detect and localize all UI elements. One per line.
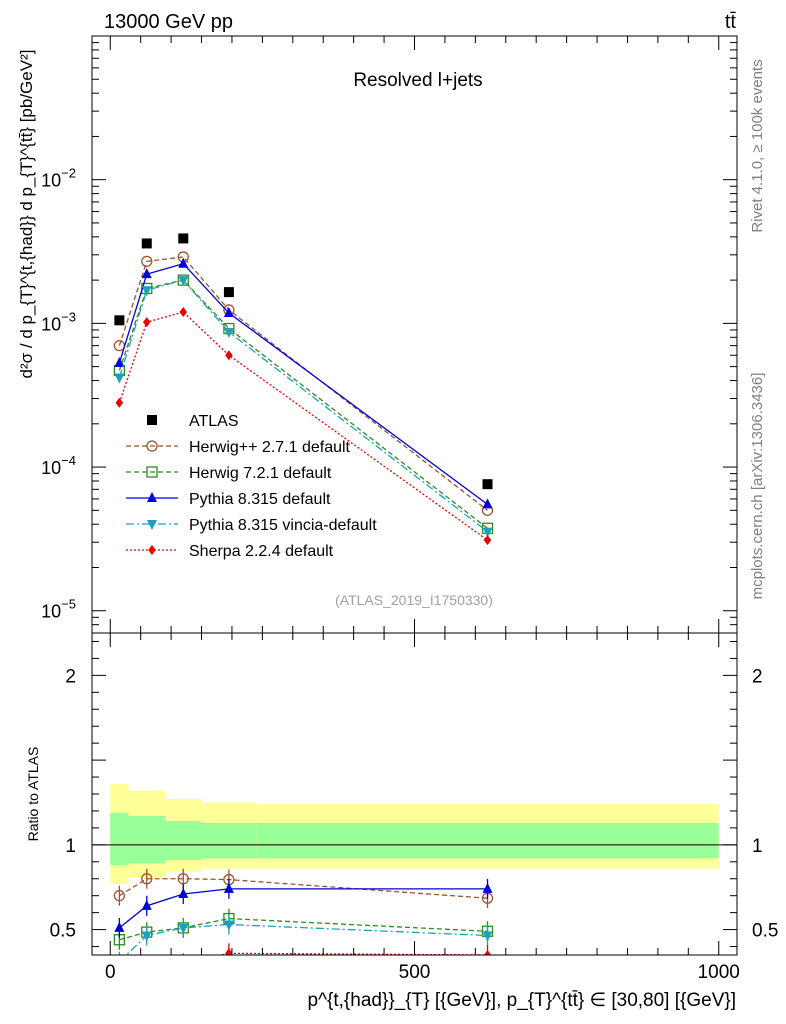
legend-marker-herwig7 xyxy=(146,466,158,478)
legend: ATLAS Herwig++ 2.7.1 default Herwig 7.2.1 … xyxy=(126,413,377,560)
ratio-point-pythia-2 xyxy=(178,887,189,898)
ratio-point-vincia-3 xyxy=(223,920,234,931)
main-point-vincia-2 xyxy=(178,276,189,287)
main-ytick-label-2: 10−3 xyxy=(41,309,76,334)
x-axis-title: p^{t,{had}}_{T} [{GeV}], p_{T}^{tt̄} ∈ [… xyxy=(308,990,736,1011)
ratio-point-pythia-0 xyxy=(114,921,125,932)
ratio-ytick-label-left-1: 1 xyxy=(65,836,76,857)
ratio-line-sherpa xyxy=(218,952,488,955)
xtick-label-2: 1000 xyxy=(698,962,740,983)
main-point-sherpa-4 xyxy=(483,535,492,546)
ratio-point-sherpa-4 xyxy=(483,950,492,955)
main-point-vincia-1 xyxy=(141,286,152,297)
chart-title: Resolved l+jets xyxy=(353,70,482,91)
ratio-frame xyxy=(91,632,738,956)
mcplots-label: mcplots.cern.ch [arXiv:1306.3436] xyxy=(749,373,766,600)
band-inner-4 xyxy=(256,822,719,859)
ratio-point-pythia-1 xyxy=(141,899,152,910)
ratio-point-pythia-4 xyxy=(482,882,493,893)
main-point-herwigpp-1 xyxy=(141,255,153,268)
band-inner-0 xyxy=(110,812,129,866)
main-point-pythia-4 xyxy=(482,498,493,509)
ratio-ytick-label-right-2: 2 xyxy=(752,666,763,687)
ratio-point-herwigpp-1 xyxy=(141,873,153,885)
legend-marker-sherpa xyxy=(148,545,156,555)
main-point-data-1 xyxy=(141,238,152,249)
ratio-point-vincia-1 xyxy=(141,931,152,942)
ratio-ytick-label-left-0: 0.5 xyxy=(50,921,76,942)
ratio-ytick-label-right-0: 0.5 xyxy=(752,921,778,942)
legend-label-herwigpp: Herwig++ 2.7.1 default xyxy=(189,439,351,456)
legend-marker-herwigpp xyxy=(146,440,158,452)
legend-label-herwig7: Herwig 7.2.1 default xyxy=(189,465,332,482)
ratio-ytick-label-right-1: 1 xyxy=(752,836,763,857)
main-series-group xyxy=(113,233,494,546)
legend-label-sherpa: Sherpa 2.2.4 default xyxy=(189,543,334,560)
xtick-label-0: 0 xyxy=(105,962,116,983)
ratio-ytick-label-left-2: 2 xyxy=(65,666,76,687)
main-ytick-label-3: 10−2 xyxy=(41,166,76,191)
ratio-point-herwigpp-0 xyxy=(113,890,126,902)
main-point-data-2 xyxy=(178,233,189,244)
ratio-point-herwigpp-2 xyxy=(177,873,189,885)
ratio-line-vincia xyxy=(125,923,488,955)
main-point-sherpa-1 xyxy=(143,317,151,328)
band-inner-2 xyxy=(165,821,202,861)
main-ytick-label-1: 10−4 xyxy=(41,453,76,478)
ratio-point-sherpa-2 xyxy=(180,958,188,968)
band-inner-3 xyxy=(201,822,257,859)
legend-label-data: ATLAS xyxy=(189,413,239,430)
band-inner-1 xyxy=(128,816,166,864)
ratio-point-vincia-0 xyxy=(114,958,124,968)
main-point-pythia-0 xyxy=(114,356,125,367)
main-point-sherpa-2 xyxy=(179,306,188,317)
main-point-sherpa-3 xyxy=(225,350,233,361)
ratio-point-sherpa-3 xyxy=(225,948,233,955)
ratio-point-sherpa-1 xyxy=(143,962,151,972)
main-point-vincia-0 xyxy=(114,373,125,384)
ratio-series-group xyxy=(113,868,494,974)
main-ytick-label-0: 10−5 xyxy=(41,597,76,622)
ratio-y-axis-title: Ratio to ATLAS xyxy=(25,747,41,842)
main-point-vincia-4 xyxy=(482,527,493,538)
legend-marker-data xyxy=(147,415,157,425)
main-line-sherpa xyxy=(118,311,488,541)
main-point-pythia-3 xyxy=(223,307,234,318)
ratio-point-pythia-3 xyxy=(223,882,234,893)
legend-marker-pythia xyxy=(147,492,157,502)
axis-tick-labels: 10−5 10−4 10−3 10−2 0.5 0.5 1 1 2 2 0 500 1000 xyxy=(41,166,778,983)
analysis-tag: (ATLAS_2019_I1750330) xyxy=(335,592,493,608)
main-point-sherpa-0 xyxy=(115,397,124,408)
ratio-point-vincia-4 xyxy=(482,931,493,942)
ratio-point-sherpa-0 xyxy=(116,964,124,974)
main-point-pythia-1 xyxy=(141,268,152,279)
main-point-data-4 xyxy=(482,479,493,490)
main-point-vincia-3 xyxy=(223,328,234,339)
energy-label: 13000 GeV pp xyxy=(104,11,233,33)
main-point-data-0 xyxy=(114,315,125,326)
ratio-uncertainty-bands xyxy=(110,783,719,884)
legend-label-vincia: Pythia 8.315 vincia-default xyxy=(189,517,377,534)
rivet-version-label: Rivet 4.1.0, ≥ 100k events xyxy=(749,59,766,232)
xtick-label-1: 500 xyxy=(399,962,431,983)
legend-marker-vincia xyxy=(147,520,157,530)
legend-label-pythia: Pythia 8.315 default xyxy=(189,491,331,508)
main-y-axis-title: d²σ / d p_{T}^{t,{had}} d p_{T}^{tt̄} [p… xyxy=(17,50,36,379)
main-point-pythia-2 xyxy=(178,257,189,268)
main-point-data-3 xyxy=(223,287,234,298)
axis-ticks xyxy=(92,35,737,955)
ratio-point-vincia-2 xyxy=(178,923,189,934)
process-label: tt̄ xyxy=(725,11,737,33)
